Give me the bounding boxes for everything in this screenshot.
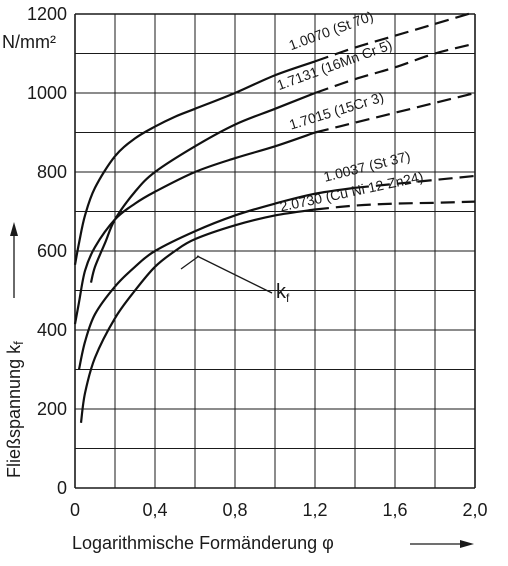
grid [74,13,476,489]
y-tick-label: 1200 [27,4,67,24]
series-line-solid-3 [77,186,356,370]
y-axis-label: Fließspannung kf [4,341,26,478]
series-line-solid-1 [89,91,316,283]
y-tick-label: 600 [37,241,67,261]
series-label-2: 1.7015 (15Cr 3) [287,89,385,133]
x-axis-label: Logarithmische Formänderung φ [72,533,334,553]
series-line-solid-4 [79,208,316,423]
series-line-solid-0 [73,60,316,266]
x-tick-label: 1,2 [302,500,327,520]
y-tick-label: 200 [37,399,67,419]
y-unit-label: N/mm² [2,32,56,52]
series-line-dashed-4 [314,200,476,211]
kf-annotation-label: kf [276,281,290,305]
x-tick-label: 2,0 [462,500,487,520]
kf-annotation: kf [180,255,290,305]
y-tick-label: 800 [37,162,67,182]
y-tick-label: 1000 [27,83,67,103]
series-line-dashed-2 [314,91,476,134]
series-line-solid-2 [73,131,316,325]
series-line-dashed-1 [314,42,476,95]
x-tick-label: 1,6 [382,500,407,520]
y-tick-label: 0 [57,478,67,498]
x-tick-label: 0,4 [142,500,167,520]
y-axis-arrow [10,222,18,298]
x-tick-label: 0 [70,500,80,520]
x-tick-label: 0,8 [222,500,247,520]
curves [73,10,476,423]
x-axis-arrow [410,540,474,548]
x-tick-labels: 0 0,4 0,8 1,2 1,6 2,0 [70,500,488,520]
series-line-dashed-0 [314,10,476,63]
y-tick-labels: 0 200 400 600 800 1000 1200 [27,4,67,498]
y-tick-label: 400 [37,320,67,340]
